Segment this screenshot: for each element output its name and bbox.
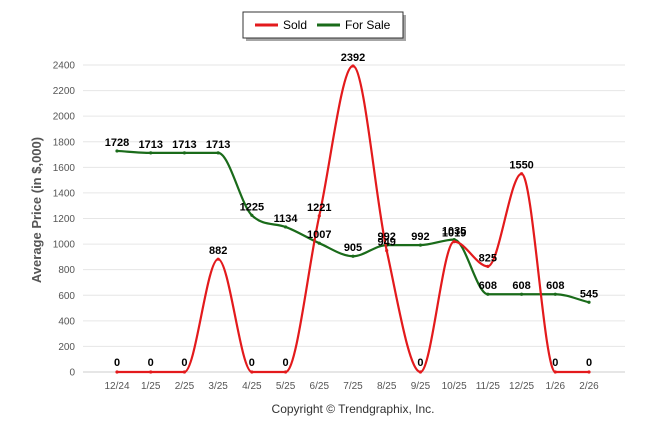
x-tick-label-1-26: 1/26 [546,381,566,392]
y-tick-label-2200: 2200 [53,86,76,97]
data-label-sold-7-25: 2392 [341,52,365,64]
data-label-for-sale-6-25: 1007 [307,229,331,241]
point-for-sale-1-25 [149,151,153,155]
y-axis-title: Average Price (in $,000) [29,137,44,283]
point-sold-7-25 [351,64,355,68]
data-label-sold-10-25: 1019 [442,228,466,240]
data-label-for-sale-2-25: 1713 [172,139,196,151]
series-line-sold [117,64,589,374]
data-label-sold-1-25: 0 [148,357,154,369]
point-sold-5-25 [283,370,288,374]
x-tick-label-12-24: 12/24 [104,381,129,392]
data-label-for-sale-1-26: 608 [546,280,564,292]
point-for-sale-3-25 [216,151,220,155]
data-label-sold-11-25: 825 [479,252,497,264]
y-tick-label-1800: 1800 [53,137,76,148]
legend-label-sold: Sold [283,18,307,32]
point-for-sale-9-25 [418,243,423,247]
y-tick-label-1600: 1600 [53,163,76,174]
data-label-sold-5-25: 0 [283,357,289,369]
point-sold-12-24 [115,370,119,374]
data-label-for-sale-5-25: 1134 [274,213,299,225]
point-sold-11-25 [486,264,490,268]
y-tick-label-400: 400 [58,316,75,327]
point-for-sale-2-25 [182,151,187,155]
y-tick-label-1200: 1200 [53,214,76,225]
x-tick-label-5-25: 5/25 [276,381,296,392]
point-for-sale-6-25 [317,241,321,245]
data-label-sold-6-25: 1221 [307,202,331,214]
legend: Sold For Sale [242,11,406,41]
data-label-for-sale-2-26: 545 [580,288,598,300]
y-tick-label-2400: 2400 [53,61,76,72]
y-tick-label-1000: 1000 [53,240,76,251]
data-label-for-sale-9-25: 992 [411,231,429,243]
point-sold-12-25 [519,172,524,176]
data-labels: 1728 0 1713 0 1713 0 1713 882 1225 0 1134 0 1007 1221… [105,52,598,369]
point-for-sale-12-25 [519,292,524,296]
x-tick-label-9-25: 9/25 [411,381,431,392]
x-tick-label-11-25: 11/25 [476,381,501,392]
data-label-sold-1-26: 0 [552,357,558,369]
point-sold-2-26 [587,370,591,374]
y-tick-label-200: 200 [58,342,75,353]
data-label-for-sale-4-25: 1225 [240,201,264,213]
point-for-sale-7-25 [351,254,355,258]
point-for-sale-5-25 [283,225,288,229]
data-label-sold-9-25: 0 [417,357,423,369]
x-tick-label-1-25: 1/25 [141,381,161,392]
data-label-for-sale-8-25: 992 [378,231,396,243]
data-label-sold-8-25: 949 [378,237,396,249]
point-sold-6-25 [317,214,321,218]
point-for-sale-11-25 [486,292,490,296]
point-sold-8-25 [385,249,389,253]
data-label-for-sale-12-25: 608 [512,280,530,292]
series-lines [115,64,591,374]
data-label-sold-2-25: 0 [181,357,187,369]
data-label-for-sale-11-25: 608 [479,280,497,292]
x-tick-label-3-25: 3/25 [208,381,228,392]
x-tick-label-8-25: 8/25 [377,381,397,392]
y-tick-label-800: 800 [58,265,75,276]
x-tick-label-2-26: 2/26 [579,381,599,392]
point-sold-3-25 [216,257,220,261]
y-tick-label-600: 600 [58,291,75,302]
y-tick-label-1400: 1400 [53,188,76,199]
point-sold-10-25 [452,240,456,244]
y-tick-label-0: 0 [69,368,75,379]
data-label-for-sale-12-24: 1728 [105,137,129,149]
data-label-for-sale-3-25: 1713 [206,139,230,151]
y-tick-label-2000: 2000 [53,112,76,123]
data-label-sold-12-24: 0 [114,357,120,369]
x-tick-label-4-25: 4/25 [242,381,262,392]
x-tick-label-6-25: 6/25 [310,381,330,392]
data-label-for-sale-1-25: 1713 [138,139,162,151]
data-label-sold-12-25: 1550 [509,160,533,172]
data-label-sold-2-26: 0 [586,357,592,369]
point-sold-1-26 [553,370,557,374]
point-sold-2-25 [182,370,187,374]
x-tick-label-10-25: 10/25 [442,381,467,392]
data-label-sold-3-25: 882 [209,245,227,257]
x-tick-label-12-25: 12/25 [509,381,534,392]
point-for-sale-12-24 [115,149,119,153]
point-sold-1-25 [149,370,153,374]
legend-label-for-sale: For Sale [345,18,391,32]
point-sold-9-25 [418,370,423,374]
point-sold-4-25 [250,370,254,374]
data-label-sold-4-25: 0 [249,357,255,369]
point-for-sale-1-26 [553,292,557,296]
point-for-sale-4-25 [250,213,254,217]
point-for-sale-2-26 [587,300,591,304]
x-tick-label-7-25: 7/25 [343,381,363,392]
data-label-for-sale-10-25: 1035 [442,226,466,238]
x-tick-label-2-25: 2/25 [175,381,195,392]
data-label-for-sale-7-25: 905 [344,242,362,254]
copyright-text: Copyright © Trendgraphix, Inc. [272,402,435,416]
grid-lines [83,64,625,347]
